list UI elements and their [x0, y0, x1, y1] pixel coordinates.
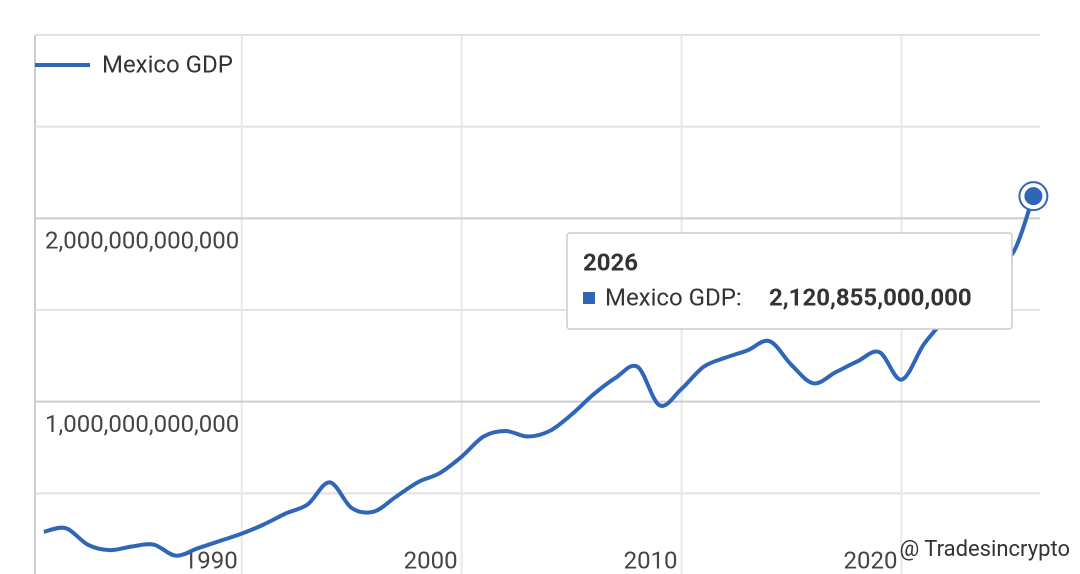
legend-label: Mexico GDP [102, 50, 233, 78]
tooltip: 2026 Mexico GDP: 2,120,855,000,000 [566, 232, 1013, 330]
legend: Mexico GDP [35, 50, 233, 78]
tooltip-title: 2026 [583, 248, 638, 276]
y-tick-label: 2,000,000,000,000 [45, 227, 239, 255]
watermark: @ Tradesincrypto [900, 537, 1070, 562]
x-tick-label: 2010 [624, 546, 678, 574]
tooltip-box [566, 232, 1013, 330]
highlight-point [1020, 183, 1047, 210]
tooltip-swatch [583, 292, 595, 304]
line [43, 195, 1036, 558]
tooltip-value: 2,120,855,000,000 [769, 283, 972, 311]
x-tick-label: 2000 [404, 546, 458, 574]
y-tick-label: 1,000,000,000,000 [45, 410, 239, 438]
highlight-ring [1018, 181, 1049, 212]
tooltip-label: Mexico GDP: [605, 283, 742, 311]
x-tick-label: 2020 [844, 546, 898, 574]
plot [43, 181, 1049, 558]
